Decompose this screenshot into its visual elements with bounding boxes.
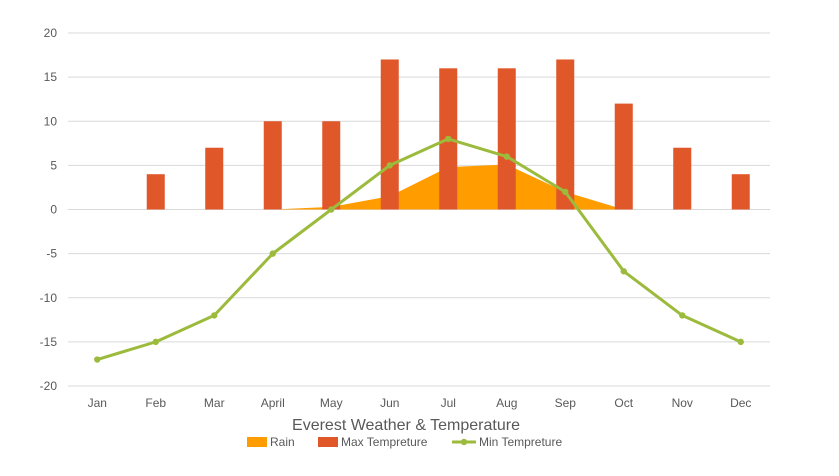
x-tick-labels: Jan Feb Mar April May Jun Jul Aug Sep Oct Nov Dec	[88, 396, 752, 410]
max-temp-bar-sep	[556, 59, 575, 210]
max-temp-bar-oct	[614, 103, 633, 210]
min-temp-point-jan	[94, 356, 101, 363]
y-tick-label: -15	[40, 335, 58, 349]
legend-label: Min Tempreture	[479, 435, 562, 449]
max-temp-bar-dec	[731, 174, 750, 210]
min-temp-point-oct	[620, 268, 627, 275]
max-temp-bar-april	[263, 121, 282, 210]
min-temp-point-april	[269, 250, 276, 257]
x-tick-label: Nov	[672, 396, 693, 410]
x-tick-label: Mar	[204, 396, 225, 410]
max-temp-bar-aug	[497, 68, 516, 210]
legend-label: Rain	[270, 435, 295, 449]
max-temp-bar-mar	[205, 147, 224, 210]
min-temp-point-nov	[679, 312, 686, 319]
y-tick-label: 5	[50, 158, 57, 172]
min-temp-line	[96, 137, 742, 361]
max-temp-bar-may	[322, 121, 341, 210]
min-temp-point-jun	[386, 162, 393, 169]
y-tick-label: 20	[44, 26, 58, 40]
x-tick-label: April	[261, 396, 285, 410]
x-tick-label: Feb	[145, 396, 166, 410]
rain-area	[97, 164, 741, 210]
rain-area-layer	[97, 164, 741, 210]
max-temp-bar-layer	[146, 59, 750, 210]
min-temp-line-layer	[94, 135, 744, 363]
min-temp-point-jul	[445, 135, 452, 143]
min-temp-point-sep	[562, 188, 569, 196]
y-tick-label: 15	[44, 70, 58, 84]
x-tick-label: Oct	[614, 396, 633, 410]
y-tick-label: -20	[40, 379, 58, 393]
y-tick-labels: 20 15 10 5 0 -5 -10 -15 -20	[40, 26, 58, 393]
min-temp-point-aug	[503, 153, 510, 160]
max-temp-bar-jun	[380, 59, 399, 210]
x-tick-label: Aug	[496, 396, 517, 410]
y-tick-label: -5	[46, 247, 57, 261]
min-temp-point-feb	[152, 338, 159, 346]
min-temp-point-dec	[737, 338, 744, 346]
x-tick-label: Jun	[380, 396, 399, 410]
chart-title: Everest Weather & Temperature	[292, 417, 520, 434]
y-tick-label: 0	[50, 203, 57, 217]
max-temp-bar-nov	[673, 147, 692, 210]
legend-swatch-bar	[318, 437, 338, 447]
legend-swatch-area	[247, 437, 267, 447]
y-tick-label: -10	[40, 291, 58, 305]
max-temp-bar-feb	[146, 174, 165, 210]
x-tick-label: May	[320, 396, 343, 410]
x-tick-label: Dec	[730, 396, 751, 410]
y-tick-label: 10	[44, 114, 58, 128]
x-tick-label: Jan	[88, 396, 107, 410]
legend-swatch-marker	[460, 438, 468, 446]
x-tick-label: Sep	[555, 396, 577, 410]
min-temp-point-may	[328, 206, 335, 213]
legend-label: Max Tempreture	[341, 435, 428, 449]
x-tick-label: Jul	[441, 396, 456, 410]
legend: Rain Max Tempreture Min Tempreture	[247, 435, 562, 449]
min-temp-point-mar	[211, 312, 218, 319]
